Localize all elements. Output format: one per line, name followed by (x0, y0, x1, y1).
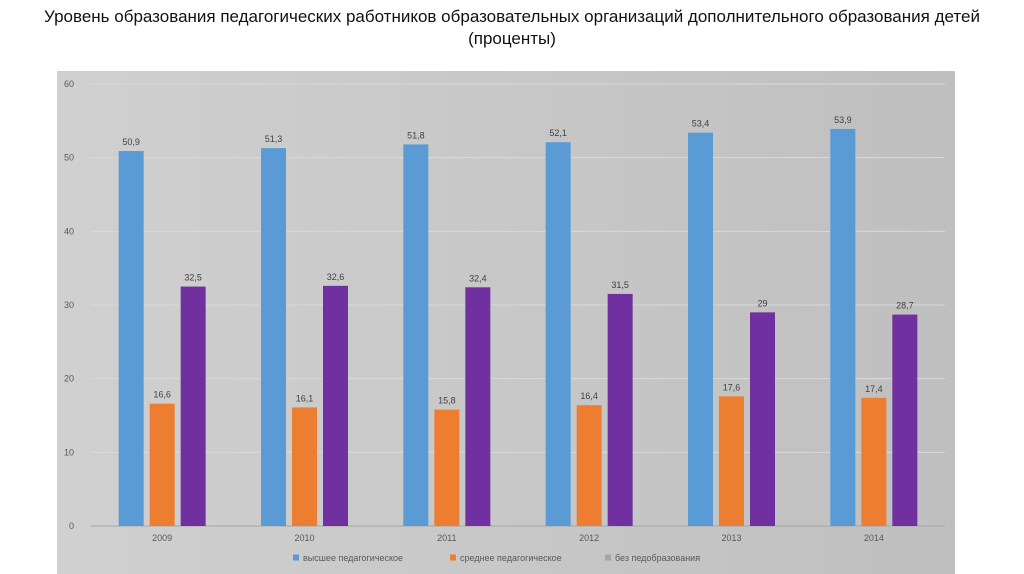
y-tick-label: 30 (64, 300, 74, 310)
bar-3 (180, 286, 206, 526)
data-label: 29 (757, 298, 767, 308)
chart-title: Уровень образования педагогических работ… (0, 6, 1024, 50)
x-tick-label: 2010 (294, 533, 314, 543)
chart-panel: 0 10 20 30 40 50 60 50,9 16,6 32,5 2009 51,3 16,1 32,… (57, 71, 955, 574)
bar-1 (545, 142, 571, 526)
legend-marker (293, 554, 299, 561)
data-label: 51,3 (265, 134, 283, 144)
legend-label: высшее педагогическое (303, 553, 403, 563)
bar-2 (719, 396, 744, 526)
x-tick-label: 2014 (864, 533, 884, 543)
bar-1 (830, 128, 856, 526)
bar-2 (861, 397, 887, 526)
chart-title-line2: (проценты) (468, 29, 556, 48)
data-label: 51,8 (407, 130, 425, 140)
y-tick-label: 10 (64, 447, 74, 457)
bar-2 (576, 405, 602, 526)
y-tick-label: 20 (64, 374, 74, 384)
y-tick-label: 40 (64, 226, 74, 236)
legend-label: без педобразования (615, 553, 700, 563)
bar-1 (688, 132, 713, 526)
bar-3 (750, 312, 775, 526)
bar-2 (149, 403, 175, 526)
y-tick-label: 60 (64, 79, 74, 89)
x-tick-label: 2012 (579, 533, 599, 543)
bar-1 (261, 148, 286, 526)
x-tick-label: 2009 (152, 533, 172, 543)
bar-3 (607, 293, 633, 526)
legend-marker (450, 554, 456, 561)
data-label: 53,9 (834, 115, 852, 125)
data-label: 16,1 (296, 393, 314, 403)
bar-3 (465, 287, 491, 526)
data-label: 53,4 (692, 119, 710, 129)
data-label: 50,9 (122, 137, 140, 147)
data-label: 17,4 (865, 384, 883, 394)
data-label: 16,6 (153, 390, 171, 400)
data-label: 28,7 (896, 301, 914, 311)
bar-2 (292, 407, 317, 526)
data-label: 52,1 (549, 128, 567, 138)
legend-marker (605, 554, 611, 561)
data-label: 15,8 (438, 396, 456, 406)
data-label: 16,4 (580, 391, 598, 401)
data-label: 17,6 (723, 382, 741, 392)
bar-3 (323, 285, 348, 526)
bar-3 (892, 314, 918, 526)
bar-2 (434, 409, 460, 526)
bar-chart: 0 10 20 30 40 50 60 50,9 16,6 32,5 2009 51,3 16,1 32,… (64, 79, 945, 563)
bar-1 (118, 151, 144, 526)
x-tick-label: 2011 (437, 533, 456, 543)
data-label: 31,5 (611, 280, 629, 290)
legend-label: среднее педагогическое (460, 553, 562, 563)
chart-title-line1: Уровень образования педагогических работ… (44, 7, 980, 26)
y-tick-label: 50 (64, 153, 74, 163)
x-tick-label: 2013 (721, 533, 741, 543)
bar-1 (403, 144, 429, 526)
data-label: 32,4 (469, 273, 487, 283)
data-label: 32,6 (327, 272, 345, 282)
data-label: 32,5 (184, 273, 202, 283)
y-tick-label: 0 (69, 521, 74, 531)
